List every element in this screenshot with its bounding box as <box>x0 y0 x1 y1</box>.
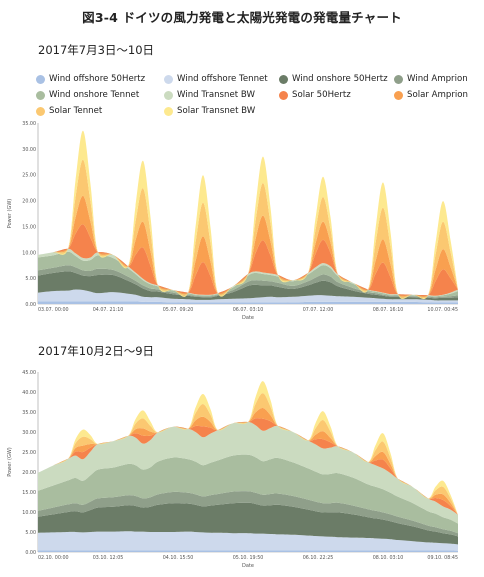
area-wind-transnet-bw <box>38 421 458 524</box>
y-tick-label: 35.00 <box>22 121 36 127</box>
area-wind-offshore-50hertz <box>38 550 458 552</box>
area-wind-onshore-tennet <box>38 454 458 534</box>
y-tick-label: 25.00 <box>22 173 36 179</box>
y-axis-label: Power (GW) <box>7 447 13 476</box>
legend-swatch <box>164 90 173 100</box>
legend-swatch <box>164 106 173 116</box>
y-tick-label: 20.00 <box>22 470 36 476</box>
x-tick-label: 08.10. 03:10 <box>373 555 404 561</box>
legend-swatch <box>279 74 288 84</box>
legend-label: Wind onshore Tennet <box>49 90 140 100</box>
x-tick-label: 02.10. 00:00 <box>38 555 69 561</box>
x-tick-label: 03.10. 12:05 <box>93 555 124 561</box>
legend-item-solar-amprion[interactable]: Solar Amprion <box>394 90 468 100</box>
legend-label: Wind offshore Tennet <box>177 74 268 84</box>
area-solar-50hertz <box>38 224 458 297</box>
legend-swatch <box>394 74 403 84</box>
area-wind-amprion <box>38 265 458 299</box>
figure-title: 図3-4 ドイツの風力発電と太陽光発電の発電量チャート <box>82 10 402 25</box>
legend-swatch <box>36 90 45 100</box>
y-tick-label: 15.00 <box>22 490 36 496</box>
legend-item-wind-offshore-tennet[interactable]: Wind offshore Tennet <box>164 74 268 84</box>
legend-swatch <box>279 90 288 100</box>
legend-label: Wind offshore 50Hertz <box>49 74 146 84</box>
x-tick-label: 06.07. 03:10 <box>233 307 264 313</box>
area-wind-onshore-50hertz <box>38 271 458 301</box>
area-solar-amprion <box>38 407 458 515</box>
area-solar-50hertz <box>38 418 458 515</box>
y-axis-label: Power (GW) <box>7 199 13 228</box>
area-solar-amprion <box>38 195 458 297</box>
legend-label: Wind onshore 50Hertz <box>292 74 388 84</box>
y-tick-label: 30.00 <box>22 430 36 436</box>
chart1-subtitle: 2017年7月3日〜10日 <box>38 43 155 57</box>
y-tick-label: 5.00 <box>25 276 36 282</box>
legend-swatch <box>394 90 403 100</box>
x-tick-label: 04.07. 21:10 <box>93 307 124 313</box>
legend-swatch <box>36 74 45 84</box>
chart2-subtitle: 2017年10月2日〜9日 <box>38 344 155 358</box>
legend-item-wind-transnet-bw[interactable]: Wind Transnet BW <box>164 90 255 100</box>
legend-label: Solar Tennet <box>49 106 103 116</box>
area-wind-transnet-bw <box>38 248 458 297</box>
area-wind-amprion <box>38 491 458 537</box>
area-wind-offshore-50hertz <box>38 301 458 304</box>
area-wind-onshore-tennet <box>38 251 458 298</box>
area-solar-tennet <box>38 159 458 299</box>
x-tick-label: 03.07. 00:00 <box>38 307 69 313</box>
y-tick-label: 35.00 <box>22 410 36 416</box>
legend-item-solar-tennet[interactable]: Solar Tennet <box>36 106 102 116</box>
legend-label: Wind Transnet BW <box>177 90 255 100</box>
legend-item-solar-transnet-bw[interactable]: Solar Transnet BW <box>164 106 255 116</box>
x-tick-label: 08.07. 16:10 <box>373 307 404 313</box>
y-tick-label: 10.00 <box>22 510 36 516</box>
area-solar-transnet-bw <box>38 130 458 299</box>
chart-2-plot: 0.00 5.00 10.00 15.00 20.00 25.00 30.00 35.00 40… <box>7 370 458 569</box>
x-tick-label: 07.07. 12:00 <box>303 307 334 313</box>
x-tick-label: 10.07. 00:45 <box>427 307 458 313</box>
y-tick-label: 0.00 <box>25 550 36 556</box>
y-tick-label: 15.00 <box>22 224 36 230</box>
area-solar-tennet <box>38 393 458 515</box>
x-axis-label: Date <box>242 563 254 569</box>
x-tick-label: 05.07. 09:20 <box>163 307 194 313</box>
legend-item-wind-offshore-50hertz[interactable]: Wind offshore 50Hertz <box>36 74 145 84</box>
x-axis-label: Date <box>242 315 254 321</box>
legend-item-solar-50hertz[interactable]: Solar 50Hertz <box>279 90 351 100</box>
area-solar-transnet-bw <box>38 381 458 515</box>
area-wind-offshore-tennet <box>38 289 458 303</box>
x-tick-label: 04.10. 15:50 <box>163 555 194 561</box>
y-tick-label: 40.00 <box>22 390 36 396</box>
y-tick-label: 10.00 <box>22 250 36 256</box>
legend-label: Solar Transnet BW <box>177 106 256 116</box>
area-wind-offshore-tennet <box>38 531 458 551</box>
legend-label: Solar Amprion <box>407 90 468 100</box>
legend-item-wind-onshore-tennet[interactable]: Wind onshore Tennet <box>36 90 139 100</box>
chart-1-plot: 0.00 5.00 10.00 15.00 20.00 25.00 30.00 35.00 03… <box>7 121 458 321</box>
y-tick-label: 5.00 <box>25 530 36 536</box>
x-tick-label: 05.10. 19:50 <box>233 555 264 561</box>
legend-item-wind-amprion[interactable]: Wind Amprion <box>394 74 468 84</box>
x-tick-label: 06.10. 22:25 <box>303 555 334 561</box>
legend-label: Wind Amprion <box>407 74 468 84</box>
y-tick-label: 25.00 <box>22 450 36 456</box>
legend-label: Solar 50Hertz <box>292 90 351 100</box>
legend-swatch <box>36 106 45 116</box>
legend-swatch <box>164 74 173 84</box>
legend-item-wind-onshore-50hertz[interactable]: Wind onshore 50Hertz <box>279 74 388 84</box>
y-tick-label: 20.00 <box>22 199 36 205</box>
y-tick-label: 0.00 <box>25 302 36 308</box>
x-tick-label: 09.10. 08:45 <box>427 555 458 561</box>
y-tick-label: 45.00 <box>22 370 36 376</box>
area-wind-onshore-50hertz <box>38 502 458 545</box>
y-tick-label: 30.00 <box>22 147 36 153</box>
legend: Wind offshore 50Hertz Wind offshore Tenne… <box>36 74 478 124</box>
